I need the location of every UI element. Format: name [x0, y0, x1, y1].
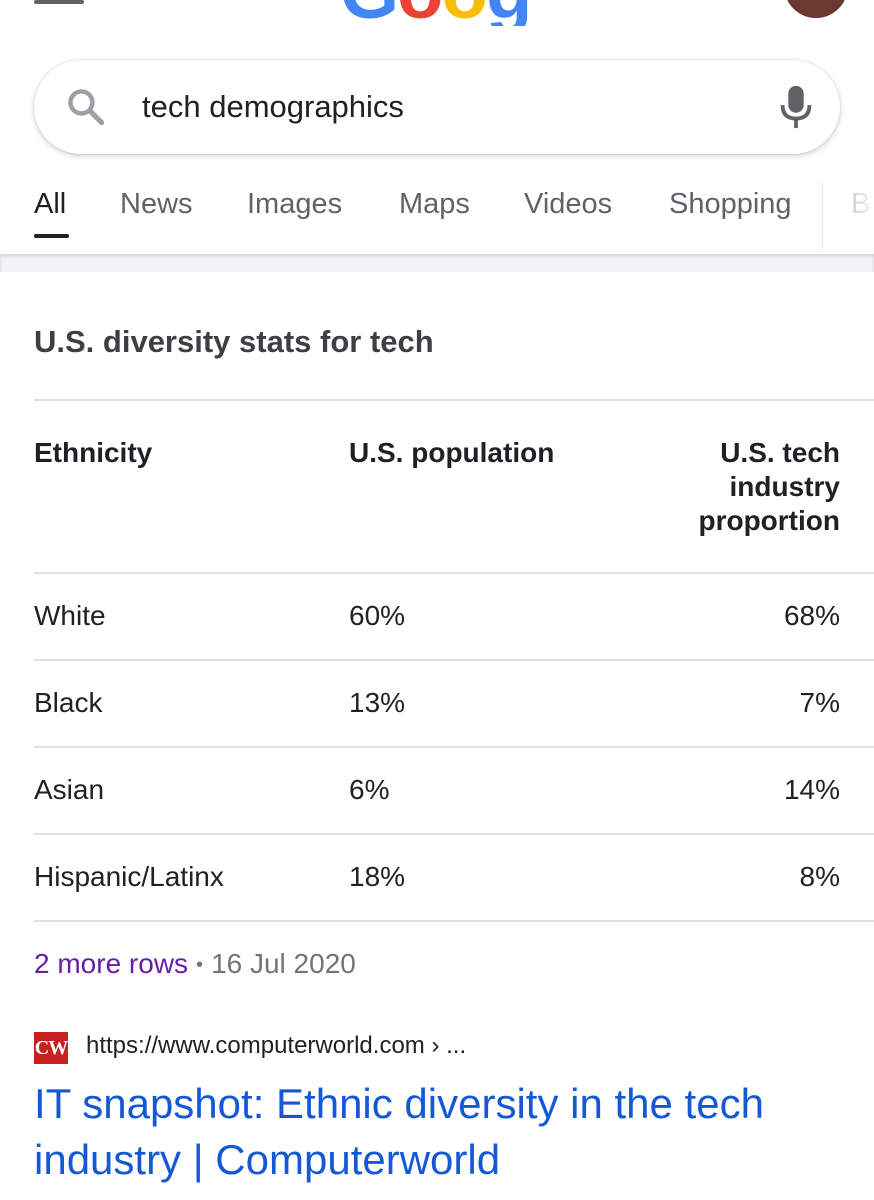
- table-cell: 8%: [799, 861, 840, 892]
- search-tabs: All News Images Maps Videos Shopping B: [0, 180, 874, 252]
- table-cell: 7%: [799, 687, 840, 718]
- tabs-fade-overlay: [822, 180, 874, 252]
- table-cell: Asian: [34, 774, 105, 805]
- table-cell: 18%: [349, 861, 406, 892]
- site-favicon: CW: [34, 1032, 68, 1064]
- table-cell: 13%: [349, 687, 406, 718]
- microphone-icon[interactable]: [776, 84, 816, 130]
- tab-shopping[interactable]: Shopping: [669, 188, 792, 220]
- logo-letter: G: [340, 0, 399, 26]
- logo-letter: g: [486, 0, 532, 26]
- section-divider: [0, 254, 874, 272]
- table-divider: [34, 746, 874, 748]
- active-tab-indicator: [34, 234, 69, 238]
- avatar[interactable]: [784, 0, 848, 18]
- google-logo[interactable]: Google: [340, 0, 540, 26]
- search-input[interactable]: [142, 82, 742, 132]
- tab-images[interactable]: Images: [247, 188, 343, 220]
- snippet-meta: 2 more rows • 16 Jul 2020: [34, 948, 356, 980]
- result-title-link[interactable]: IT snapshot: Ethnic diversity in the tec…: [34, 1080, 764, 1183]
- separator-dot: •: [196, 954, 204, 977]
- table-cell: 68%: [783, 600, 840, 631]
- logo-letter: o: [397, 0, 443, 26]
- table-cell: Black: [34, 687, 103, 718]
- menu-icon[interactable]: [34, 0, 84, 4]
- tab-videos[interactable]: Videos: [524, 188, 613, 220]
- table-divider: [34, 659, 874, 661]
- logo-letter: o: [442, 0, 488, 26]
- tab-all[interactable]: All: [34, 188, 67, 220]
- table-cell: Hispanic/Latinx: [34, 861, 224, 892]
- table-divider: [34, 572, 874, 574]
- table-cell: 14%: [783, 774, 840, 805]
- table-cell: 60%: [349, 600, 406, 631]
- search-box[interactable]: [34, 60, 840, 154]
- search-icon[interactable]: [64, 85, 108, 129]
- tab-maps[interactable]: Maps: [399, 188, 470, 220]
- table-divider: [34, 833, 874, 835]
- tab-news[interactable]: News: [120, 188, 193, 220]
- column-header-tech-proportion: U.S. tech industry proportion: [698, 437, 840, 536]
- column-header-population: U.S. population: [349, 437, 555, 468]
- table-cell: 6%: [349, 774, 390, 805]
- result-url[interactable]: https://www.computerworld.com › ...: [86, 1032, 467, 1059]
- table-cell: White: [34, 600, 106, 631]
- table-divider: [34, 920, 874, 922]
- snippet-title: U.S. diversity stats for tech: [34, 324, 434, 359]
- snippet-date: 16 Jul 2020: [211, 948, 356, 979]
- more-rows-link[interactable]: 2 more rows: [34, 948, 189, 979]
- column-header-ethnicity: Ethnicity: [34, 437, 153, 468]
- top-header: Google: [0, 0, 874, 40]
- table-divider: [34, 399, 874, 401]
